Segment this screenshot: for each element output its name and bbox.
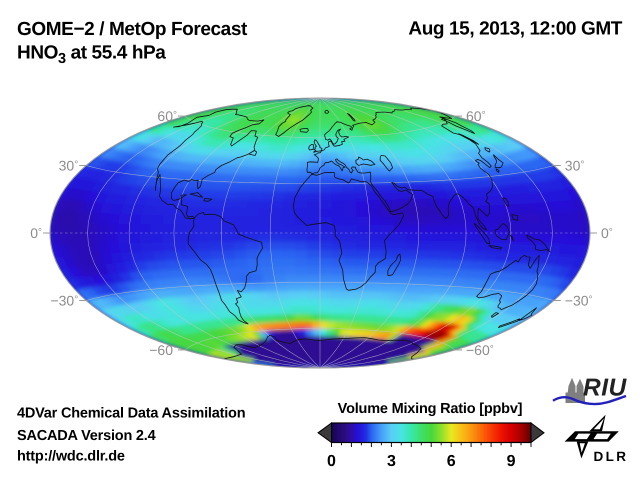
svg-text:60°: 60°	[466, 108, 486, 124]
svg-text:SACADA Version 2.4: SACADA Version 2.4	[17, 428, 156, 444]
svg-text:4DVar Chemical Data Assimilati: 4DVar Chemical Data Assimilation	[17, 406, 245, 422]
svg-text:HNO3 at 55.4 hPa: HNO3 at 55.4 hPa	[17, 43, 166, 68]
svg-text:Volume Mixing Ratio [ppbv]: Volume Mixing Ratio [ppbv]	[338, 401, 523, 417]
svg-text:0°: 0°	[30, 225, 42, 241]
svg-text:60°: 60°	[157, 108, 177, 124]
svg-text:−30°: −30°	[565, 293, 593, 309]
svg-text:DLR: DLR	[594, 449, 629, 464]
svg-text:Aug 15, 2013, 12:00 GMT: Aug 15, 2013, 12:00 GMT	[408, 19, 622, 40]
svg-text:−60°: −60°	[149, 342, 177, 358]
svg-text:9: 9	[507, 453, 516, 470]
svg-text:30°: 30°	[565, 158, 585, 174]
svg-text:−30°: −30°	[50, 293, 78, 309]
svg-text:30°: 30°	[59, 158, 79, 174]
svg-text:http://wdc.dlr.de: http://wdc.dlr.de	[17, 449, 125, 465]
svg-text:−60°: −60°	[466, 342, 494, 358]
svg-text:0°: 0°	[601, 225, 613, 241]
svg-text:0: 0	[327, 453, 336, 470]
svg-text:6: 6	[447, 453, 456, 470]
svg-text:3: 3	[387, 453, 396, 470]
svg-text:GOME−2 / MetOp Forecast: GOME−2 / MetOp Forecast	[17, 19, 248, 40]
